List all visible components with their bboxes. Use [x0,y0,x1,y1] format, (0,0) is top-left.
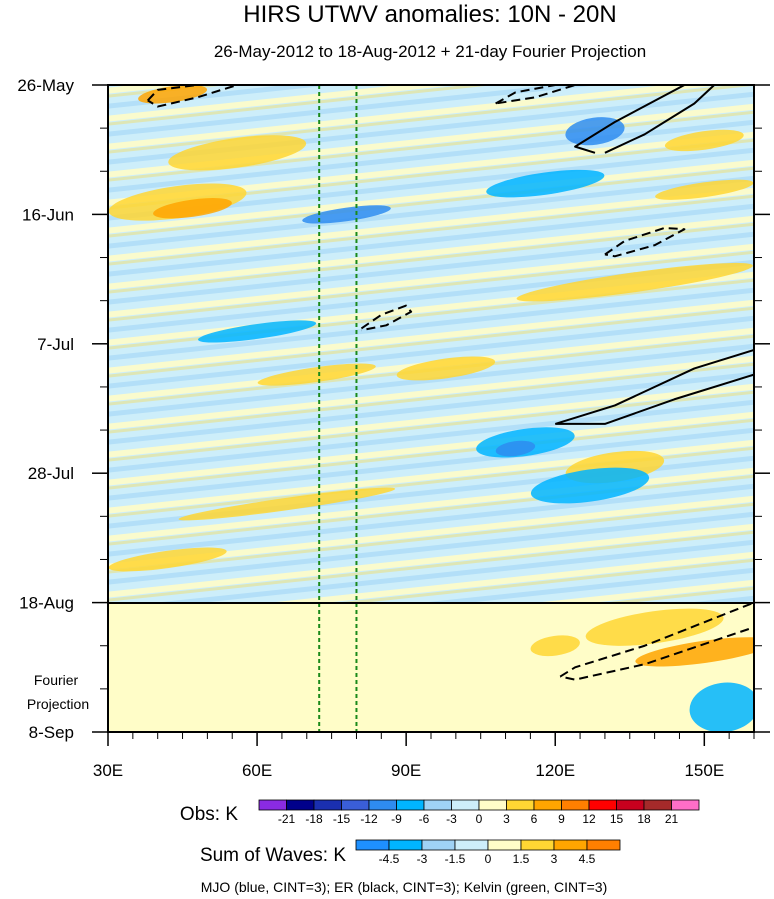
waves-colorbar-swatch-3 [454,839,489,851]
y-tick-label: 16-Jun [22,205,74,224]
obs-colorbar-level-label: 21 [665,812,679,826]
anomaly-blob-13 [495,440,536,457]
footer-legend: MJO (blue, CINT=3); ER (black, CINT=3); … [201,879,608,895]
waves-colorbar-label: Sum of Waves: K [200,845,346,866]
obs-colorbar-level-label: -18 [305,812,323,826]
er-contour-4 [604,226,686,258]
anomaly-blob-1 [168,135,307,171]
obs-colorbar-level-label: 0 [476,812,483,826]
anomaly-blob-10 [396,356,496,381]
projection-label-line-2: Projection [27,696,89,712]
obs-colorbar-swatch-2 [313,799,342,811]
anomaly-blob-8 [655,179,754,200]
anomaly-blob-18 [198,320,317,343]
obs-colorbar-level-label: 15 [610,812,624,826]
waves-colorbar-level-label: 3 [551,852,558,866]
y-tick-label: 26-May [17,76,74,95]
er-contour-5 [360,304,413,332]
anomaly-blob-15 [530,467,650,504]
obs-colorbar-swatch-10 [533,799,562,811]
anomaly-blob-17 [108,547,227,572]
obs-colorbar-swatch-9 [506,799,535,811]
x-tick-label: 120E [535,761,575,780]
anomaly-blob-20 [635,637,754,667]
obs-colorbar-swatch-7 [451,799,480,811]
waves-colorbar-swatch-4 [487,839,522,851]
anomaly-field [108,85,754,732]
obs-colorbar-swatch-14 [643,799,672,811]
er-contour-2 [147,85,239,108]
x-tick-label: 90E [391,761,421,780]
er-contours [147,85,754,681]
obs-colorbar-label: Obs: K [180,804,238,825]
plot-area [108,85,754,732]
obs-colorbar-swatch-1 [286,799,315,811]
waves-colorbar-swatch-2 [421,839,456,851]
anomaly-blob-11 [257,363,376,386]
anomaly-blob-7 [664,129,744,152]
obs-colorbar-swatch-13 [616,799,645,811]
anomaly-blob-6 [302,205,391,224]
x-tick-label: 150E [684,761,724,780]
obs-colorbar-level-label: 18 [637,812,651,826]
obs-colorbar-swatch-12 [588,799,617,811]
anomaly-blob-16 [178,487,396,521]
anomaly-blob-19 [585,608,724,646]
waves-colorbar-swatch-7 [586,839,621,851]
waves-colorbar-level-label: 1.5 [513,852,530,866]
waves-colorbar-swatch-5 [520,839,555,851]
obs-colorbar-swatch-6 [423,799,452,811]
er-contour-6 [559,601,754,681]
obs-colorbar-level-label: 6 [531,812,538,826]
anomaly-blob-9 [516,262,753,302]
chart-subtitle: 26-May-2012 to 18-Aug-2012 + 21-day Four… [214,42,646,61]
chart-title: HIRS UTWV anomalies: 10N - 20N [243,1,616,28]
waves-colorbar-level-label: 4.5 [579,852,596,866]
obs-colorbar-level-label: -21 [278,812,296,826]
y-tick-label: 7-Jul [37,335,74,354]
x-tick-label: 30E [93,761,123,780]
obs-colorbar-level-label: -12 [360,812,378,826]
er-contour-3 [495,85,577,105]
obs-colorbar-level-label: -6 [419,812,430,826]
y-tick-label: 18-Aug [19,594,74,613]
obs-colorbar-swatch-15 [671,799,700,811]
x-axis: 30E 60E 90E 120E 150E [93,732,755,780]
waves-colorbar-level-label: 0 [485,852,492,866]
anomaly-blob-21 [530,635,580,657]
waves-colorbar-swatch-0 [355,839,390,851]
anomaly-blob-22 [689,682,754,732]
obs-colorbar-swatch-4 [368,799,397,811]
obs-colorbar-level-label: -9 [391,812,402,826]
anomaly-blob-5 [486,169,605,198]
waves-colorbar-level-label: -3 [417,852,428,866]
obs-colorbar-level-label: 3 [503,812,510,826]
waves-colorbar-level-label: -1.5 [445,852,466,866]
obs-colorbar-swatch-0 [258,799,287,811]
obs-colorbar-swatch-8 [478,799,507,811]
obs-colorbar-level-label: -15 [333,812,351,826]
waves-colorbar: -4.5 -3 -1.5 0 1.5 3 4.5 [355,839,621,866]
waves-colorbar-swatch-6 [553,839,588,851]
er-contour-0 [574,85,716,154]
x-tick-label: 60E [242,761,272,780]
projection-label: Fourier Projection [27,672,89,712]
obs-colorbar-level-label: 9 [558,812,565,826]
obs-colorbar: -21 -18 -15 -12 -9 -6 -3 0 3 6 9 12 15 18 21 [258,799,700,826]
obs-colorbar-swatch-11 [561,799,590,811]
anomaly-blob-3 [153,198,232,219]
obs-colorbar-level-label: -3 [446,812,457,826]
waves-colorbar-level-label: -4.5 [379,852,400,866]
y-axis: 26-May 16-Jun 7-Jul 28-Jul 18-Aug 8-Sep [17,76,770,742]
obs-colorbar-swatch-5 [396,799,425,811]
obs-colorbar-swatch-3 [341,799,370,811]
y-tick-label: 28-Jul [28,464,74,483]
er-contour-1 [554,348,754,425]
y-tick-label: 8-Sep [29,723,74,742]
waves-colorbar-swatch-1 [388,839,423,851]
projection-label-line-1: Fourier [34,672,79,688]
kelvin-lines [318,85,358,732]
obs-colorbar-level-label: 12 [582,812,596,826]
